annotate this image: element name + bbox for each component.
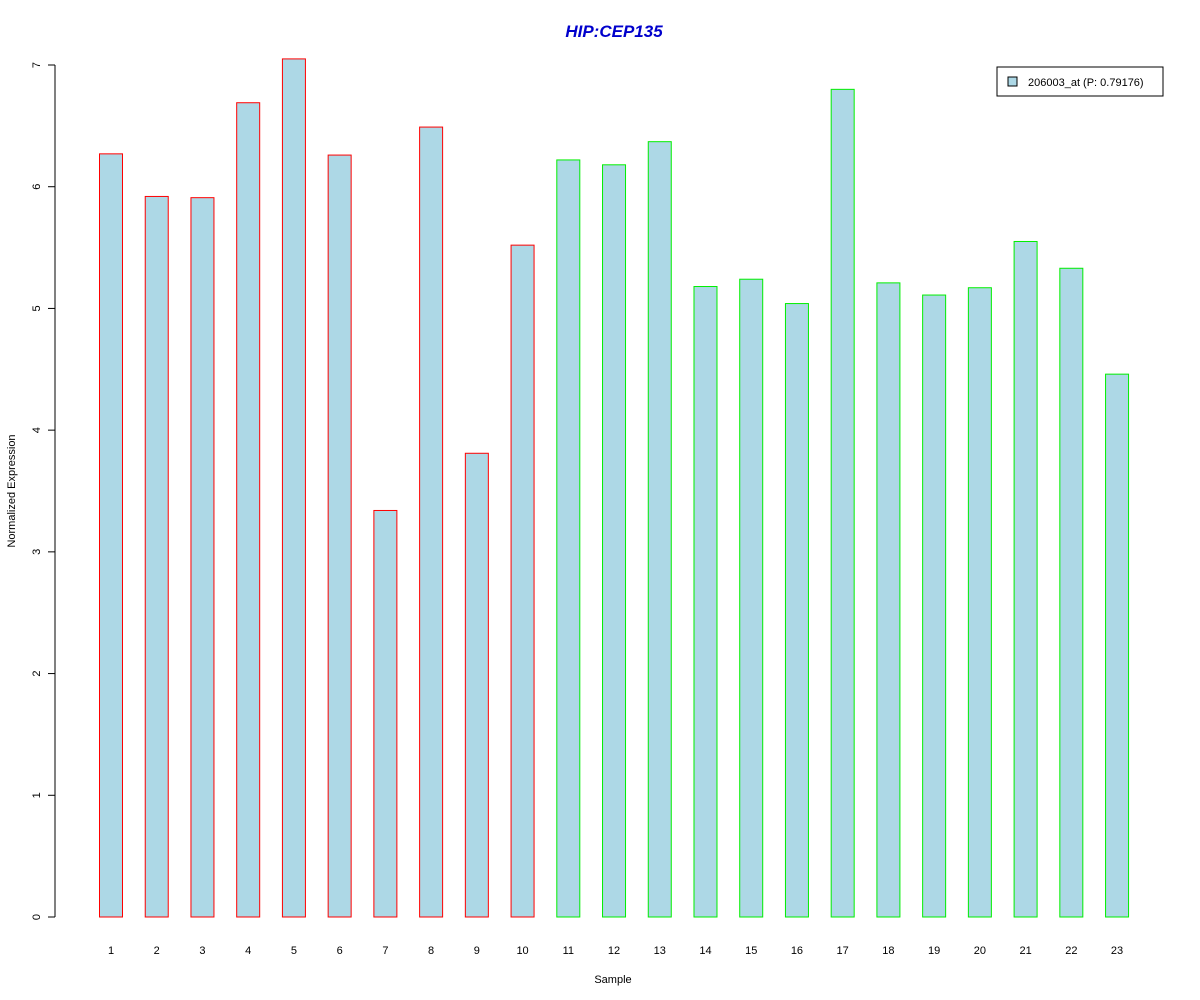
bar-sample-3 bbox=[190, 197, 215, 918]
bar-sample-1 bbox=[99, 153, 123, 918]
x-tick-label: 17 bbox=[837, 945, 849, 957]
bar-sample-18 bbox=[876, 282, 901, 918]
legend-swatch bbox=[1007, 76, 1018, 87]
bar-sample-21 bbox=[1013, 240, 1038, 918]
legend: 206003_at (P: 0.79176) bbox=[996, 66, 1164, 97]
x-tick-label: 8 bbox=[428, 945, 434, 957]
y-tick-label: 4 bbox=[31, 427, 43, 433]
y-tick-label: 2 bbox=[31, 671, 43, 677]
x-tick-label: 2 bbox=[154, 945, 160, 957]
x-tick-label: 21 bbox=[1019, 945, 1031, 957]
bar-sample-9 bbox=[464, 452, 489, 918]
bar-sample-5 bbox=[281, 58, 306, 918]
bar-sample-22 bbox=[1059, 267, 1084, 918]
x-tick-label: 16 bbox=[791, 945, 803, 957]
legend-entry-label: 206003_at (P: 0.79176) bbox=[1028, 77, 1144, 89]
y-tick-label: 1 bbox=[31, 792, 43, 798]
x-axis-label: Sample bbox=[594, 974, 631, 986]
bar-sample-2 bbox=[144, 195, 169, 918]
x-tick-label: 22 bbox=[1065, 945, 1077, 957]
x-tick-label: 4 bbox=[245, 945, 251, 957]
bar-sample-4 bbox=[236, 102, 261, 918]
x-tick-label: 6 bbox=[337, 945, 343, 957]
x-tick-label: 14 bbox=[699, 945, 711, 957]
bar-sample-13 bbox=[647, 141, 672, 918]
bar-sample-7 bbox=[373, 509, 398, 918]
y-tick-label: 6 bbox=[31, 184, 43, 190]
y-axis-label: Normalized Expression bbox=[6, 434, 18, 547]
x-tick-label: 12 bbox=[608, 945, 620, 957]
bar-sample-23 bbox=[1105, 373, 1130, 918]
bar-sample-10 bbox=[510, 244, 535, 918]
x-tick-label: 9 bbox=[474, 945, 480, 957]
x-tick-label: 18 bbox=[882, 945, 894, 957]
bar-sample-8 bbox=[419, 126, 444, 918]
bar-sample-15 bbox=[739, 278, 764, 918]
bar-sample-6 bbox=[327, 154, 352, 918]
bar-sample-12 bbox=[602, 164, 627, 918]
bars-group bbox=[99, 58, 1130, 918]
y-tick-label: 3 bbox=[31, 549, 43, 555]
x-tick-label: 7 bbox=[382, 945, 388, 957]
bar-sample-17 bbox=[830, 88, 855, 918]
x-tick-label: 19 bbox=[928, 945, 940, 957]
legend-box bbox=[996, 66, 1164, 97]
bar-sample-19 bbox=[922, 294, 947, 918]
x-tick-label: 1 bbox=[108, 945, 114, 957]
bar-sample-16 bbox=[784, 303, 809, 918]
y-tick-label: 0 bbox=[31, 914, 43, 920]
x-tick-label: 3 bbox=[199, 945, 205, 957]
bar-sample-11 bbox=[556, 159, 581, 918]
x-tick-label: 11 bbox=[563, 945, 574, 957]
x-tick-label: 15 bbox=[745, 945, 757, 957]
bar-sample-20 bbox=[967, 287, 992, 918]
y-tick-label: 7 bbox=[31, 62, 43, 68]
x-tick-label: 10 bbox=[516, 945, 528, 957]
y-tick-label: 5 bbox=[31, 305, 43, 311]
bar-sample-14 bbox=[693, 286, 718, 918]
x-tick-label: 5 bbox=[291, 945, 297, 957]
y-axis: 0 1 2 3 4 5 6 7 bbox=[31, 62, 56, 920]
x-axis: 1 2 3 4 5 6 7 8 9 10 11 12 13 14 15 16 17 18 19 20 21 22 23 bbox=[108, 945, 1123, 957]
x-tick-label: 13 bbox=[654, 945, 666, 957]
x-tick-label: 23 bbox=[1111, 945, 1123, 957]
chart-title: HIP:CEP135 bbox=[565, 22, 663, 41]
x-tick-label: 20 bbox=[974, 945, 986, 957]
